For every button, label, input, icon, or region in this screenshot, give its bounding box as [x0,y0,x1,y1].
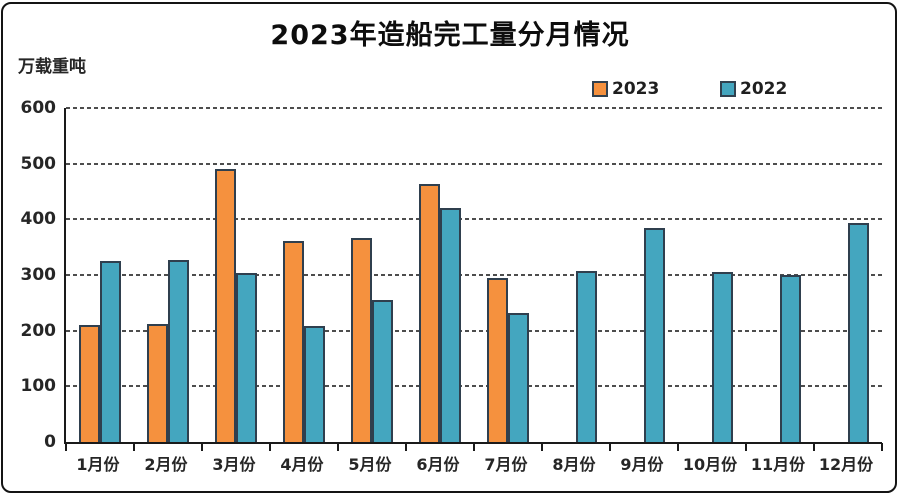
x-axis-tick [269,443,271,451]
plot-area [64,107,883,451]
legend-item-2022: 2022 [720,79,787,99]
x-tick-label: 4月份 [280,455,324,474]
x-tick-label: 8月份 [552,455,596,474]
gridline-300 [66,274,882,276]
y-tick-label: 0 [44,432,56,452]
bar-2022-8月份 [576,270,597,442]
x-axis-tick [541,443,543,451]
x-tick-label: 11月份 [750,455,806,474]
bar-2022-10月份 [712,272,733,442]
bar-2023-5月份 [351,238,372,442]
x-tick-label: 2月份 [144,455,188,474]
bar-2023-2月份 [147,324,168,442]
bar-2022-7月份 [508,312,529,442]
bar-2023-6月份 [419,183,440,442]
bar-group-8月份 [542,108,610,442]
x-axis-tick [473,443,475,451]
bar-group-6月份 [406,108,474,442]
legend-label-2022: 2022 [740,79,788,99]
bar-2023-3月份 [215,169,236,442]
bar-group-7月份 [474,108,542,442]
bar-2023-4月份 [283,241,304,442]
x-tick-label: 3月份 [212,455,256,474]
gridline-600 [66,107,882,109]
bar-2022-6月份 [440,208,461,442]
bar-group-11月份 [746,108,814,442]
y-tick-label: 500 [20,153,57,174]
bar-2022-11月份 [780,275,801,442]
x-axis-tick [813,443,815,451]
gridline-400 [66,218,882,221]
bar-2023-1月份 [79,325,100,442]
legend-swatch-2023-icon [592,81,608,97]
x-axis-tick [65,443,67,451]
x-axis-tick [609,443,611,451]
legend-label-2023: 2023 [612,79,660,99]
x-axis-tick [337,443,339,451]
gridline-200 [66,329,882,332]
bar-2022-9月份 [644,228,665,442]
bar-group-2月份 [134,108,202,442]
x-tick-label: 7月份 [484,455,528,474]
x-tick-label: 12月份 [818,455,874,474]
bar-2022-1月份 [100,261,121,442]
bar-group-4月份 [270,108,338,442]
bar-2022-5月份 [372,299,393,442]
bar-2022-12月份 [848,223,869,442]
x-axis-tick [881,443,883,451]
bar-2022-4月份 [304,326,325,442]
y-tick-label: 600 [20,98,57,118]
y-axis-unit-label: 万载重吨 [18,57,86,77]
bar-group-10月份 [678,108,746,442]
x-tick-label: 5月份 [348,455,392,474]
bar-2022-3月份 [236,272,257,442]
x-tick-label: 6月份 [416,455,460,474]
bar-group-1月份 [66,108,134,442]
bar-group-5月份 [338,108,406,442]
gridline-100 [66,385,882,388]
y-tick-label: 400 [20,209,57,230]
x-tick-label: 1月份 [76,455,120,474]
legend-item-2023: 2023 [592,79,659,99]
x-axis-tick [745,443,747,451]
bar-2023-7月份 [487,278,508,442]
bar-group-3月份 [202,108,270,442]
y-tick-label: 300 [20,265,57,285]
y-tick-label: 200 [20,320,57,341]
x-tick-label: 10月份 [682,455,738,474]
x-axis-tick [677,443,679,451]
chart-title: 2023年造船完工量分月情况 [270,20,630,51]
x-tick-label: 9月份 [620,455,664,474]
bar-group-12月份 [814,108,882,442]
x-axis-tick [201,443,203,451]
x-axis-tick [133,443,135,451]
gridline-500 [66,162,882,165]
bar-group-9月份 [610,108,678,442]
bar-2022-2月份 [168,259,189,442]
legend-swatch-2022-icon [720,81,736,97]
y-tick-label: 100 [20,376,57,397]
x-axis-tick [405,443,407,451]
